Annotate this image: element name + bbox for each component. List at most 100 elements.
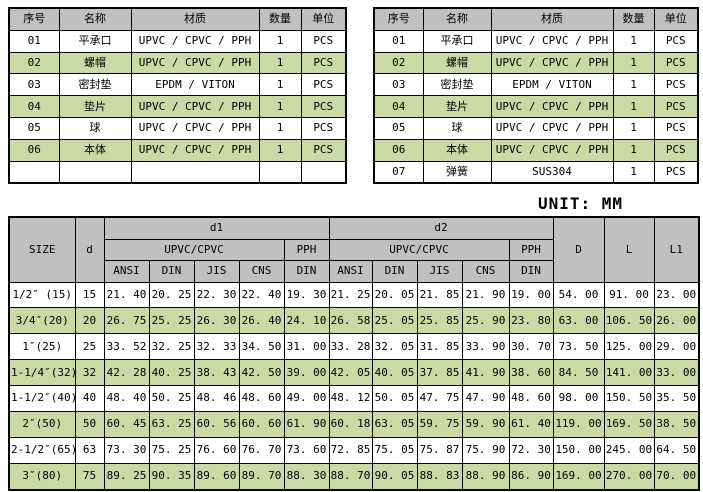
parts-table-right-body: 01 平承口 UPVC / CPVC / PPH 1 PCS 02 螺帽 UPVC / CPV… [373,29,699,184]
parts-cell: 螺帽 [58,51,132,75]
dim-cell: 42. 50 [238,359,285,387]
standard-column-header: DIN [283,260,330,283]
parts-header-row: 序号 名称 材质 数量 单位 [373,7,699,31]
dimension-table: SIZE d d1 d2 D L L1 UPVC/CPVC PPH UPVC/CPVC PPH ANS… [8,216,700,491]
parts-cell: 1 [612,95,655,118]
parts-row: 02 螺帽 UPVC / CPVC / PPH 1 PCS [373,51,699,75]
parts-cell: 1 [612,160,655,184]
dim-cell: 73. 60 [283,436,330,464]
dim-cell: 31. 85 [416,333,463,361]
parts-column-header: 序号 [8,7,60,31]
parts-column-header: 单位 [653,7,699,31]
parts-cell: 1 [612,116,655,140]
dim-cell: 25. 05 [371,307,418,335]
standard-column-header: ANSI [328,260,373,283]
dim-cell: 60. 56 [193,410,240,438]
parts-cell: 1 [258,51,302,75]
pph-group-header: PPH [283,238,330,261]
dim-cell: 20. 25 [148,281,195,309]
parts-cell: PCS [300,95,347,118]
dim-cell: 26. 58 [328,307,373,335]
dim-cell: 150. 50 [603,385,655,412]
dim-cell: 21. 25 [328,281,373,309]
dim-cell: 169. 00 [552,462,605,491]
parts-cell: 1 [612,138,655,162]
parts-cell: 02 [8,51,60,75]
dim-cell: 245. 00 [603,436,655,464]
standard-column-header: ANSI [103,260,150,283]
parts-cell [58,160,132,184]
dim-cell: 37. 85 [416,359,463,387]
dim-cell: 64. 50 [653,436,700,464]
dim-cell: 90. 05 [371,462,418,491]
parts-cell: PCS [300,138,347,162]
parts-cell: UPVC / CPVC / PPH [490,116,614,140]
L-column-header: L [603,216,655,283]
size-cell: 2-1/2″(65) [8,436,76,464]
parts-cell: 1 [258,116,302,140]
dim-row: 1/2″ (15) 15 21. 40 20. 25 22. 30 22. 40 19. 3… [8,281,700,309]
dim-cell: 54. 00 [552,281,605,309]
dim-cell: 60. 45 [103,410,150,438]
parts-cell: 球 [422,116,492,140]
parts-cell: SUS304 [490,160,614,184]
dim-cell: 76. 60 [193,436,240,464]
parts-row: 06 本体 UPVC / CPVC / PPH 1 PCS [8,138,347,162]
dimension-table-body: 1/2″ (15) 15 21. 40 20. 25 22. 30 22. 40 19. 3… [8,281,700,491]
dim-cell: 49. 00 [283,385,330,412]
dim-cell: 169. 50 [603,410,655,438]
parts-row: 05 球 UPVC / CPVC / PPH 1 PCS [373,116,699,140]
parts-cell: PCS [653,160,699,184]
dim-row: 3/4″(20) 20 26. 75 25. 25 26. 30 26. 40 24. 10… [8,307,700,335]
dim-cell: 47. 75 [416,385,463,412]
parts-table-right-header: 序号 名称 材质 数量 单位 [373,7,699,31]
dim-cell: 48. 60 [238,385,285,412]
parts-table-left-body: 01 平承口 UPVC / CPVC / PPH 1 PCS 02 螺帽 UPVC / CPV… [8,29,347,184]
dim-cell: 48. 46 [193,385,240,412]
parts-cell: 平承口 [422,29,492,53]
parts-cell: 垫片 [58,95,132,118]
dim-cell: 23. 00 [653,281,700,309]
dim-cell: 40. 05 [371,359,418,387]
dim-cell: 32 [74,359,105,387]
parts-cell: 1 [612,51,655,75]
parts-column-header: 名称 [58,7,132,31]
dim-cell: 141. 00 [603,359,655,387]
parts-cell: UPVC / CPVC / PPH [130,138,260,162]
parts-cell: 05 [373,116,424,140]
dim-cell: 40 [74,385,105,412]
parts-cell: 垫片 [422,95,492,118]
parts-row: 04 垫片 UPVC / CPVC / PPH 1 PCS [8,95,347,118]
dim-cell: 38. 43 [193,359,240,387]
standard-column-header: DIN [371,260,418,283]
dim-cell: 70. 00 [653,462,700,491]
parts-table-left-header: 序号 名称 材质 数量 单位 [8,7,347,31]
parts-cell: 01 [8,29,60,53]
parts-column-header: 名称 [422,7,492,31]
parts-cell: PCS [653,116,699,140]
D-column-header: D [552,216,605,283]
dim-cell: 48. 60 [508,385,554,412]
dim-row: 1-1/2″(40) 40 48. 40 50. 25 48. 46 48. 60 49. … [8,385,700,412]
dim-cell: 63 [74,436,105,464]
parts-cell: 螺帽 [422,51,492,75]
dim-cell: 72. 30 [508,436,554,464]
parts-column-header: 序号 [373,7,424,31]
dim-cell: 125. 00 [603,333,655,361]
dim-header-row-3: ANSI DIN JIS CNS DIN ANSI DIN JIS CNS DIN [9,260,699,283]
dim-cell: 39. 00 [283,359,330,387]
parts-cell [258,160,302,184]
parts-cell: 03 [373,73,424,97]
dim-cell: 26. 40 [238,307,285,335]
parts-row: 03 密封垫 EPDM / VITON 1 PCS [373,73,699,97]
parts-cell: PCS [300,73,347,97]
parts-cell: EPDM / VITON [490,73,614,97]
parts-column-header: 数量 [612,7,655,31]
size-cell: 1-1/2″(40) [8,385,76,412]
dim-cell: 32. 33 [193,333,240,361]
parts-cell: 06 [373,138,424,162]
dim-cell: 88. 83 [416,462,463,491]
parts-cell: PCS [300,51,347,75]
parts-cell: UPVC / CPVC / PPH [130,116,260,140]
dim-cell: 42. 05 [328,359,373,387]
